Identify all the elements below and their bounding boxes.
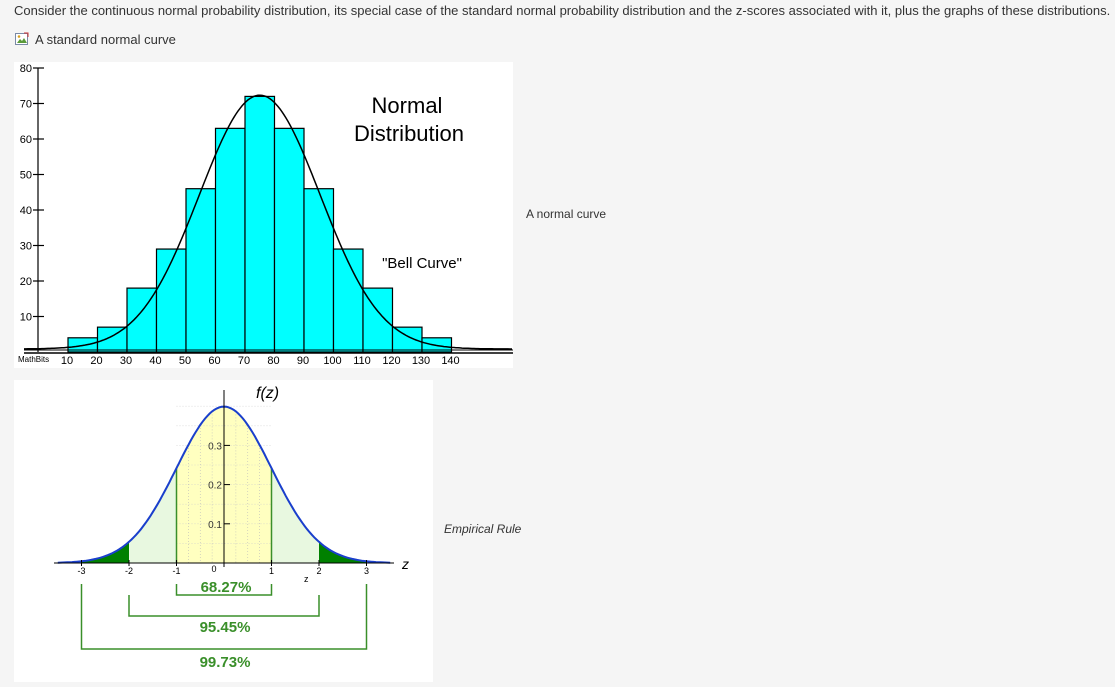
y-tick-label: 60 [20,134,32,146]
x-tick-label: 70 [238,355,250,367]
fz-tick-label: 0.3 [208,441,222,452]
broken-image-alt: A standard normal curve [35,31,176,47]
empirical-rule-figure: 0.1 0.2 0.3 -3 -2 -1 0 1 2 3 f(z) z z 68.27% 95.4… [14,380,433,682]
histogram-bar [273,127,305,353]
bell-curve-annotation: "Bell Curve" [382,255,462,272]
z-tick-label: -2 [125,566,133,576]
x-tick-label: 20 [90,355,102,367]
mathbits-watermark: MathBits [18,355,49,364]
intro-text: Consider the continuous normal probabili… [14,3,1111,18]
z-tick-label: 3 [364,566,369,576]
y-tick-label: 80 [20,63,32,75]
x-tick-label: 90 [297,355,309,367]
figure1-caption: A normal curve [526,207,607,221]
x-tick-label: 40 [149,355,161,367]
pct-95-label: 95.45% [200,619,251,636]
fz-axis-label: f(z) [256,385,279,402]
bell-curve-line [24,94,512,350]
histogram-bar [332,248,364,353]
x-tick-label: 110 [353,355,371,367]
histogram-bar [214,127,246,353]
y-tick-label: 20 [20,276,32,288]
inner-z-label: z [304,574,309,584]
chart-title-line1: Normal [372,93,443,118]
histogram-chart: 10 20 30 40 50 60 70 80 10 20 30 40 50 60 70 80 90 100 11… [18,63,513,367]
bracket-95 [128,595,320,617]
histogram-bar [96,326,128,353]
z-tick-label: -1 [172,566,180,576]
y-tick-label: 40 [20,205,32,217]
left-tail-region [81,541,129,563]
x-tick-label: 60 [208,355,220,367]
broken-image-icon [14,31,30,47]
histogram-bar [155,248,187,353]
y-tick-label: 70 [20,99,32,111]
z-tick-label: 1 [269,566,274,576]
pct-68-label: 68.27% [201,579,252,596]
y-tick-label: 50 [20,170,32,182]
bracket-99 [80,584,368,650]
z-axis-label: z [401,556,409,572]
pct-99-label: 99.73% [200,654,251,671]
x-tick-label: 10 [61,355,73,367]
chart-title-line2: Distribution [354,121,464,146]
fz-tick-label: 0.1 [208,520,222,531]
z-tick-label: -3 [77,566,85,576]
figure2-caption: Empirical Rule [444,522,522,536]
x-tick-label: 130 [412,355,430,367]
x-tick-label: 50 [179,355,191,367]
x-tick-label: 140 [441,355,459,367]
standard-normal-chart: 0.1 0.2 0.3 -3 -2 -1 0 1 2 3 f(z) z z 68.27% 95.4… [54,385,409,671]
bracket-68 [175,584,273,596]
normal-distribution-figure: 10 20 30 40 50 60 70 80 10 20 30 40 50 60 70 80 90 100 11… [14,62,513,368]
y-tick-label: 10 [20,312,32,324]
y-tick-label: 30 [20,241,32,253]
x-tick-label: 120 [382,355,400,367]
x-tick-label: 80 [267,355,279,367]
x-tick-label: 30 [120,355,132,367]
x-tick-label: 100 [323,355,341,367]
z-tick-label: 0 [211,564,216,574]
histogram-bar [185,188,217,353]
right-tail-region [319,541,367,563]
fz-tick-label: 0.2 [208,481,222,492]
z-tick-label: 2 [316,566,321,576]
histogram-bar [244,95,276,353]
histogram-bar [303,188,335,353]
broken-image: A standard normal curve [14,31,176,47]
histogram-bar [391,326,423,353]
